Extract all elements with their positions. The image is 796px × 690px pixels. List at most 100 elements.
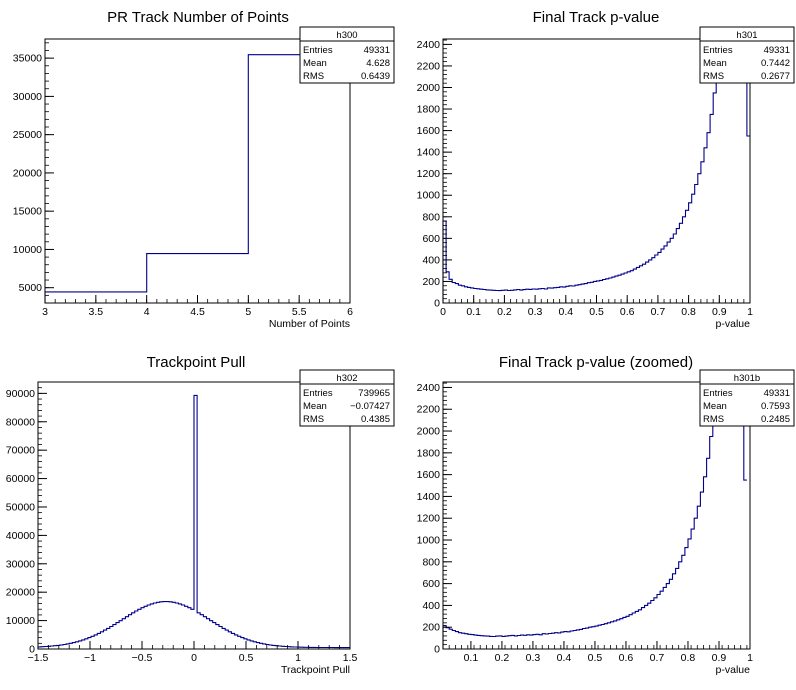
x-tick-label: 0.6 <box>619 652 634 664</box>
x-axis-label: Trackpoint Pull <box>281 664 350 676</box>
stats-label-mean: Mean <box>303 401 327 412</box>
stats-label-mean: Mean <box>703 58 727 69</box>
histogram-line <box>37 394 350 649</box>
y-tick-label: 400 <box>422 600 440 612</box>
y-tick-label: 40000 <box>6 530 35 542</box>
y-tick-label: 10000 <box>6 615 35 627</box>
stats-label-entries: Entries <box>703 45 733 56</box>
stats-value-entries: 49331 <box>764 388 790 399</box>
x-tick-label: 0.5 <box>589 306 604 318</box>
stats-box-frame <box>299 26 395 84</box>
y-tick-label: 800 <box>422 556 440 568</box>
y-tick-label: 15000 <box>13 206 42 218</box>
x-tick-label: 0.3 <box>528 306 543 318</box>
histogram-line <box>44 54 350 303</box>
y-tick-label: 5000 <box>19 282 43 294</box>
y-tick-label: 70000 <box>6 445 35 457</box>
stats-label-entries: Entries <box>303 45 333 56</box>
x-tick-label: 0.2 <box>497 306 512 318</box>
chart-panel-1: PR Track Number of Points 3 3.5 4 4.5 5 5.5 6 50… <box>13 9 395 330</box>
y-tick-label: 2400 <box>417 39 441 51</box>
y-tick-label: 20000 <box>13 167 42 179</box>
y-tick-label: 2200 <box>417 60 441 72</box>
x-tick-label: 6 <box>347 306 353 318</box>
x-tick-label: 0.4 <box>557 652 572 664</box>
stats-value-mean: 0.7442 <box>761 58 790 69</box>
stats-value-mean: 4.628 <box>366 58 390 69</box>
y-tick-label: 1000 <box>417 190 441 202</box>
stats-name: h301 <box>736 30 757 41</box>
x-tick-label: 0.9 <box>712 652 727 664</box>
x-tick-label: 0.7 <box>650 652 665 664</box>
stats-label-mean: Mean <box>303 58 327 69</box>
stats-value-mean: −0.07427 <box>350 401 390 412</box>
y-tick-label: 20000 <box>6 587 35 599</box>
stats-value-rms: 0.2485 <box>761 414 790 425</box>
y-tick-label: 2000 <box>417 82 441 94</box>
y-tick-label: 0 <box>434 644 440 656</box>
x-tick-label: 4 <box>144 306 150 318</box>
chart-panel-2: Final Track p-value 0 0.1 0.2 0.3 0.4 0.5 0.6 0.… <box>417 9 795 330</box>
chart-title: Final Track p-value <box>533 9 660 26</box>
x-tick-label: 1 <box>747 306 753 318</box>
y-tick-label: 1800 <box>417 104 441 116</box>
stats-value-rms: 0.2677 <box>761 71 790 82</box>
x-tick-label: −0.5 <box>132 652 153 664</box>
x-tick-label: 5.5 <box>292 306 307 318</box>
x-axis-label: p-value <box>716 318 751 330</box>
x-tick-label: 0.5 <box>588 652 603 664</box>
stats-value-entries: 739965 <box>358 388 390 399</box>
stats-box-frame <box>699 26 795 84</box>
stats-name: h302 <box>336 373 357 384</box>
y-tick-label: 80000 <box>6 416 35 428</box>
y-tick-label: 1400 <box>417 147 441 159</box>
stats-value-rms: 0.6439 <box>361 71 390 82</box>
x-tick-label: 0.3 <box>526 652 541 664</box>
x-axis-label: p-value <box>716 664 751 676</box>
y-tick-label: 2000 <box>417 426 441 438</box>
y-tick-label: 1400 <box>417 491 441 503</box>
y-tick-label: 10000 <box>13 244 42 256</box>
y-tick-label: 1800 <box>417 447 441 459</box>
stats-name: h300 <box>336 30 357 41</box>
x-tick-label: 0.1 <box>464 652 479 664</box>
y-tick-label: 50000 <box>6 501 35 513</box>
x-tick-label: 0.9 <box>712 306 727 318</box>
x-tick-label: 1 <box>295 652 301 664</box>
y-tick-label: 800 <box>422 211 440 223</box>
y-tick-label: 2400 <box>417 382 441 394</box>
x-axis-label: Number of Points <box>269 318 350 330</box>
x-tick-label: 0.8 <box>681 306 696 318</box>
x-tick-label: 1 <box>747 652 753 664</box>
stats-label-mean: Mean <box>703 401 727 412</box>
stats-label-rms: RMS <box>703 71 724 82</box>
y-tick-label: 0 <box>29 644 35 656</box>
y-tick-label: 1000 <box>417 535 441 547</box>
stats-label-entries: Entries <box>303 388 333 399</box>
y-tick-label: 0 <box>434 298 440 310</box>
y-tick-label: 200 <box>422 622 440 634</box>
x-tick-label: 4.5 <box>190 306 205 318</box>
x-tick-label: 0.7 <box>651 306 666 318</box>
stats-name: h301b <box>734 373 760 384</box>
x-tick-label: −1 <box>84 652 96 664</box>
stats-label-rms: RMS <box>303 71 324 82</box>
chart-title: Trackpoint Pull <box>147 354 246 371</box>
stats-value-entries: 49331 <box>764 45 790 56</box>
x-tick-label: 0.2 <box>495 652 510 664</box>
y-tick-label: 200 <box>422 276 440 288</box>
stats-label-rms: RMS <box>703 414 724 425</box>
x-tick-label: −1.5 <box>28 652 49 664</box>
stats-label-entries: Entries <box>703 388 733 399</box>
x-tick-label: 3 <box>42 306 48 318</box>
x-tick-label: 5 <box>245 306 251 318</box>
x-tick-label: 0.5 <box>239 652 254 664</box>
y-tick-label: 90000 <box>6 388 35 400</box>
x-tick-label: 1.5 <box>343 652 358 664</box>
plot-frame <box>442 381 751 650</box>
x-tick-label: 0.4 <box>558 306 573 318</box>
